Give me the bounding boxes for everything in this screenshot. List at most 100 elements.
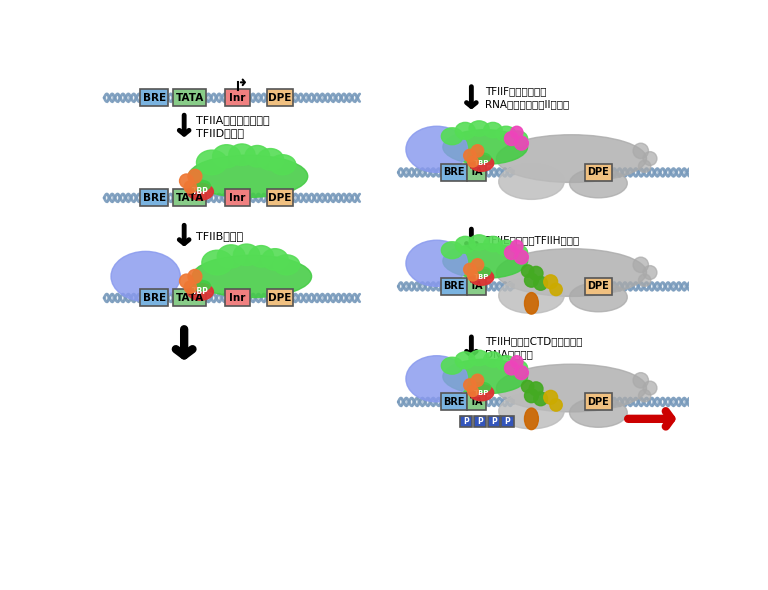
- Ellipse shape: [570, 283, 627, 312]
- Circle shape: [472, 374, 484, 386]
- Text: TBP: TBP: [474, 160, 489, 166]
- Circle shape: [638, 274, 650, 286]
- Ellipse shape: [496, 135, 647, 182]
- Circle shape: [544, 275, 558, 289]
- Ellipse shape: [442, 357, 463, 374]
- FancyBboxPatch shape: [174, 189, 206, 206]
- Ellipse shape: [111, 251, 180, 301]
- FancyBboxPatch shape: [474, 416, 486, 427]
- FancyBboxPatch shape: [467, 164, 486, 181]
- Ellipse shape: [455, 352, 475, 369]
- Ellipse shape: [496, 356, 516, 371]
- FancyBboxPatch shape: [225, 89, 250, 106]
- Ellipse shape: [570, 398, 627, 427]
- Text: DPE: DPE: [268, 193, 292, 203]
- Ellipse shape: [249, 245, 273, 267]
- Text: TA: TA: [469, 168, 483, 178]
- Circle shape: [525, 389, 538, 402]
- Ellipse shape: [469, 121, 489, 136]
- FancyBboxPatch shape: [141, 89, 168, 106]
- Ellipse shape: [469, 235, 489, 250]
- Ellipse shape: [233, 244, 260, 266]
- Circle shape: [633, 143, 648, 159]
- Text: DPE: DPE: [588, 168, 609, 178]
- Ellipse shape: [217, 245, 245, 268]
- FancyBboxPatch shape: [267, 290, 293, 306]
- Circle shape: [464, 263, 476, 276]
- Ellipse shape: [270, 155, 296, 175]
- Circle shape: [468, 156, 478, 167]
- FancyBboxPatch shape: [585, 394, 611, 411]
- Ellipse shape: [496, 240, 516, 255]
- Text: TA: TA: [469, 397, 483, 407]
- Text: TFIIBが結合: TFIIBが結合: [197, 231, 243, 241]
- Ellipse shape: [525, 408, 538, 430]
- Text: P: P: [491, 417, 497, 425]
- Ellipse shape: [443, 130, 528, 165]
- FancyBboxPatch shape: [441, 278, 467, 295]
- Circle shape: [638, 389, 650, 402]
- Ellipse shape: [496, 126, 516, 142]
- Text: TA: TA: [469, 281, 483, 291]
- FancyBboxPatch shape: [174, 290, 206, 306]
- Ellipse shape: [498, 278, 564, 313]
- Ellipse shape: [508, 131, 528, 146]
- Text: TATA: TATA: [175, 93, 204, 103]
- FancyBboxPatch shape: [585, 164, 611, 181]
- Text: DPE: DPE: [588, 281, 609, 291]
- Text: BRE: BRE: [443, 397, 465, 407]
- Ellipse shape: [406, 356, 468, 402]
- Circle shape: [505, 361, 518, 375]
- Circle shape: [464, 379, 476, 391]
- FancyBboxPatch shape: [141, 189, 168, 206]
- Circle shape: [188, 169, 202, 183]
- FancyBboxPatch shape: [467, 394, 486, 411]
- Text: BRE: BRE: [143, 93, 166, 103]
- Ellipse shape: [472, 382, 491, 392]
- Circle shape: [468, 386, 478, 396]
- Text: BRE: BRE: [143, 193, 166, 203]
- Circle shape: [550, 399, 562, 411]
- Ellipse shape: [484, 237, 502, 252]
- Ellipse shape: [442, 128, 463, 145]
- Circle shape: [515, 136, 528, 150]
- Circle shape: [521, 265, 534, 277]
- FancyBboxPatch shape: [585, 278, 611, 295]
- Ellipse shape: [455, 122, 475, 139]
- FancyBboxPatch shape: [225, 189, 250, 206]
- Text: Inr: Inr: [230, 293, 246, 303]
- Circle shape: [515, 366, 528, 379]
- Text: Inr: Inr: [230, 193, 246, 203]
- Text: BRE: BRE: [443, 281, 465, 291]
- Ellipse shape: [192, 255, 312, 297]
- Text: TBP: TBP: [474, 274, 489, 280]
- FancyBboxPatch shape: [467, 278, 486, 295]
- FancyBboxPatch shape: [502, 416, 514, 427]
- Circle shape: [511, 126, 523, 139]
- Ellipse shape: [570, 169, 627, 198]
- Ellipse shape: [469, 155, 494, 171]
- Circle shape: [515, 250, 528, 264]
- Ellipse shape: [469, 350, 489, 366]
- Ellipse shape: [443, 244, 528, 278]
- FancyBboxPatch shape: [225, 290, 250, 306]
- Circle shape: [544, 391, 558, 404]
- FancyBboxPatch shape: [141, 290, 168, 306]
- Ellipse shape: [455, 237, 475, 253]
- Circle shape: [529, 382, 543, 396]
- Ellipse shape: [442, 242, 463, 258]
- Circle shape: [525, 273, 538, 287]
- Circle shape: [472, 145, 484, 157]
- FancyBboxPatch shape: [267, 89, 293, 106]
- Text: DPE: DPE: [268, 93, 292, 103]
- Ellipse shape: [498, 394, 564, 429]
- Circle shape: [534, 276, 548, 290]
- Ellipse shape: [508, 245, 528, 260]
- Circle shape: [468, 270, 478, 281]
- FancyBboxPatch shape: [441, 164, 467, 181]
- Circle shape: [638, 160, 650, 172]
- Ellipse shape: [472, 153, 491, 163]
- Circle shape: [180, 274, 194, 288]
- Text: TFIIAの助けをかりて
TFIIDが結合: TFIIAの助けをかりて TFIIDが結合: [197, 114, 270, 138]
- Text: BRE: BRE: [443, 168, 465, 178]
